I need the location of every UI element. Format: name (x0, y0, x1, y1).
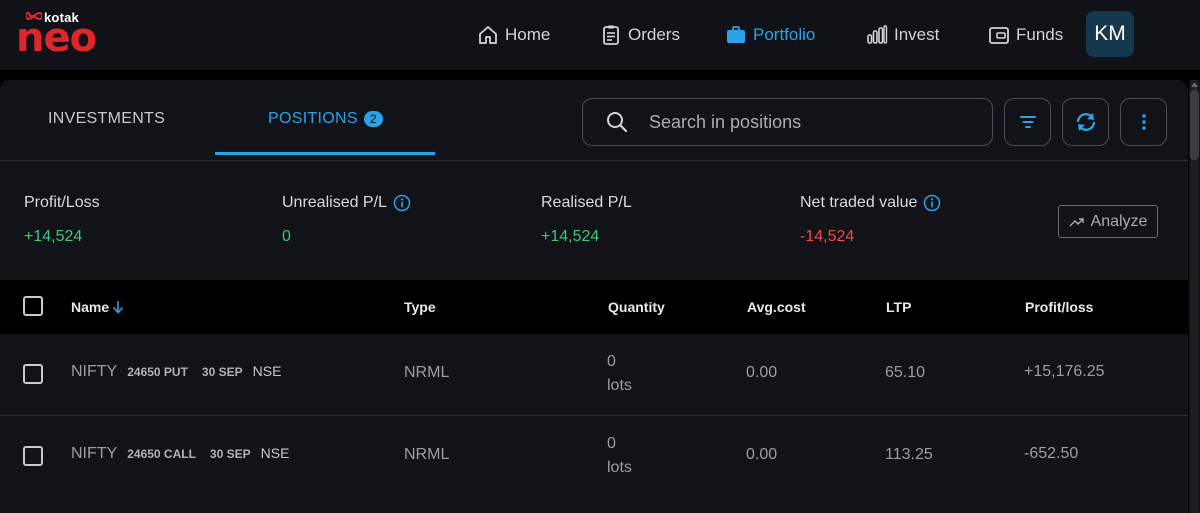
filter-icon (1019, 116, 1036, 128)
position-ltp: 113.25 (885, 446, 933, 463)
scroll-up-arrow-icon[interactable] (1191, 80, 1198, 87)
header-avg-cost: Avg.cost (747, 299, 806, 315)
briefcase-icon (725, 24, 747, 46)
position-ltp: 65.10 (885, 364, 926, 381)
search-box[interactable] (582, 98, 993, 146)
bar-chart-icon (866, 24, 888, 46)
filter-button[interactable] (1004, 98, 1051, 146)
kotak-neo-logo[interactable]: kotak neo (16, 8, 97, 61)
table-row[interactable]: NIFTY 24650 CALL 30 SEP NSE NRML 0 lots … (0, 416, 1188, 513)
profit-loss-label: Profit/Loss (24, 194, 100, 212)
net-traded-value-label-text: Net traded value (800, 194, 918, 211)
position-exchange: NSE (252, 363, 282, 379)
header-name-label: Name (71, 299, 110, 315)
clipboard-icon (600, 24, 622, 46)
position-profit-loss: -652.50 (1024, 445, 1079, 462)
unrealised-pl-value: 0 (282, 228, 291, 245)
profit-loss-value: +14,524 (24, 228, 83, 245)
positions-table-header: Name Type Quantity Avg.cost LTP Profit/l… (0, 280, 1188, 334)
quantity-value: 0 (607, 435, 616, 452)
header-profit-loss: Profit/loss (1025, 299, 1094, 315)
more-vertical-icon (1141, 114, 1146, 130)
position-expiry: 30 SEP (201, 365, 243, 379)
nav-invest[interactable]: Invest (866, 22, 939, 48)
realised-pl-label-text: Realised P/L (541, 194, 632, 211)
position-name: NIFTY 24650 PUT 30 SEP NSE (71, 363, 281, 381)
position-profit-loss: +15,176.25 (1024, 363, 1105, 380)
nav-funds-label: Funds (1016, 25, 1064, 44)
tab-positions[interactable]: POSITIONS 2 (268, 80, 383, 158)
nav-home[interactable]: Home (477, 22, 550, 48)
profit-loss-label-text: Profit/Loss (24, 194, 100, 211)
wallet-icon (988, 24, 1010, 46)
position-quantity: 0 lots (607, 350, 632, 398)
user-avatar[interactable]: KM (1086, 11, 1134, 57)
nav-home-label: Home (505, 25, 551, 44)
position-name: NIFTY 24650 CALL 30 SEP NSE (71, 445, 289, 463)
position-quantity: 0 lots (607, 432, 632, 480)
nav-orders-label: Orders (628, 25, 680, 44)
analyze-button[interactable]: Analyze (1058, 205, 1158, 238)
info-icon[interactable] (393, 194, 411, 212)
tab-investments[interactable]: INVESTMENTS (48, 80, 165, 158)
trend-up-icon (1069, 216, 1085, 228)
position-strike: 24650 PUT (127, 365, 188, 379)
infinity-icon (26, 12, 42, 20)
unrealised-pl-label-text: Unrealised P/L (282, 194, 387, 211)
analyze-label: Analyze (1090, 212, 1148, 230)
search-input[interactable] (649, 111, 969, 133)
header-quantity: Quantity (608, 299, 665, 315)
tab-divider (0, 160, 1188, 161)
refresh-icon (1076, 113, 1095, 131)
realised-pl-label: Realised P/L (541, 194, 632, 212)
header-name[interactable]: Name (71, 299, 124, 315)
nav-orders[interactable]: Orders (600, 22, 680, 48)
position-symbol: NIFTY (71, 363, 118, 380)
position-type: NRML (404, 364, 450, 381)
more-options-button[interactable] (1120, 98, 1167, 146)
nav-portfolio[interactable]: Portfolio (725, 22, 815, 48)
home-icon (477, 24, 499, 46)
tab-investments-label: INVESTMENTS (48, 110, 166, 127)
info-icon[interactable] (923, 194, 941, 212)
tab-positions-label: POSITIONS (268, 110, 358, 127)
refresh-button[interactable] (1062, 98, 1109, 146)
select-all-checkbox[interactable] (23, 296, 43, 316)
positions-panel: INVESTMENTS POSITIONS 2 Profit/Loss +14,… (0, 80, 1188, 280)
unrealised-pl-label: Unrealised P/L (282, 194, 411, 212)
row-checkbox[interactable] (23, 364, 43, 384)
logo-brand-small: kotak (44, 10, 79, 25)
quantity-unit: lots (607, 459, 632, 476)
active-tab-indicator (215, 152, 435, 155)
scrollbar-thumb[interactable] (1190, 90, 1199, 160)
net-traded-value: -14,524 (800, 228, 855, 245)
header-type: Type (404, 299, 436, 315)
header-ltp: LTP (886, 299, 912, 315)
position-avg-cost: 0.00 (746, 364, 778, 381)
arrow-down-icon (113, 301, 124, 314)
row-checkbox[interactable] (23, 446, 43, 466)
row-divider (0, 415, 1188, 416)
position-type: NRML (404, 446, 450, 463)
scrollbar-track (1191, 80, 1198, 513)
position-exchange: NSE (260, 445, 290, 461)
logo-brand-big: neo (16, 15, 97, 61)
position-symbol: NIFTY (71, 445, 118, 462)
position-strike: 24650 CALL (127, 447, 196, 461)
quantity-value: 0 (607, 353, 616, 370)
search-icon (605, 110, 629, 134)
net-traded-value-label: Net traded value (800, 194, 941, 212)
top-navbar: kotak neo Home Orders Portfolio Invest F… (0, 0, 1200, 70)
table-row[interactable]: NIFTY 24650 PUT 30 SEP NSE NRML 0 lots 0… (0, 334, 1188, 415)
quantity-unit: lots (607, 377, 632, 394)
nav-portfolio-label: Portfolio (753, 25, 816, 44)
positions-count-badge: 2 (363, 111, 383, 127)
realised-pl-value: +14,524 (541, 228, 600, 245)
vertical-scrollbar[interactable] (1189, 80, 1200, 513)
position-expiry: 30 SEP (209, 447, 251, 461)
nav-invest-label: Invest (894, 25, 940, 44)
position-avg-cost: 0.00 (746, 446, 778, 463)
nav-funds[interactable]: Funds (988, 22, 1063, 48)
